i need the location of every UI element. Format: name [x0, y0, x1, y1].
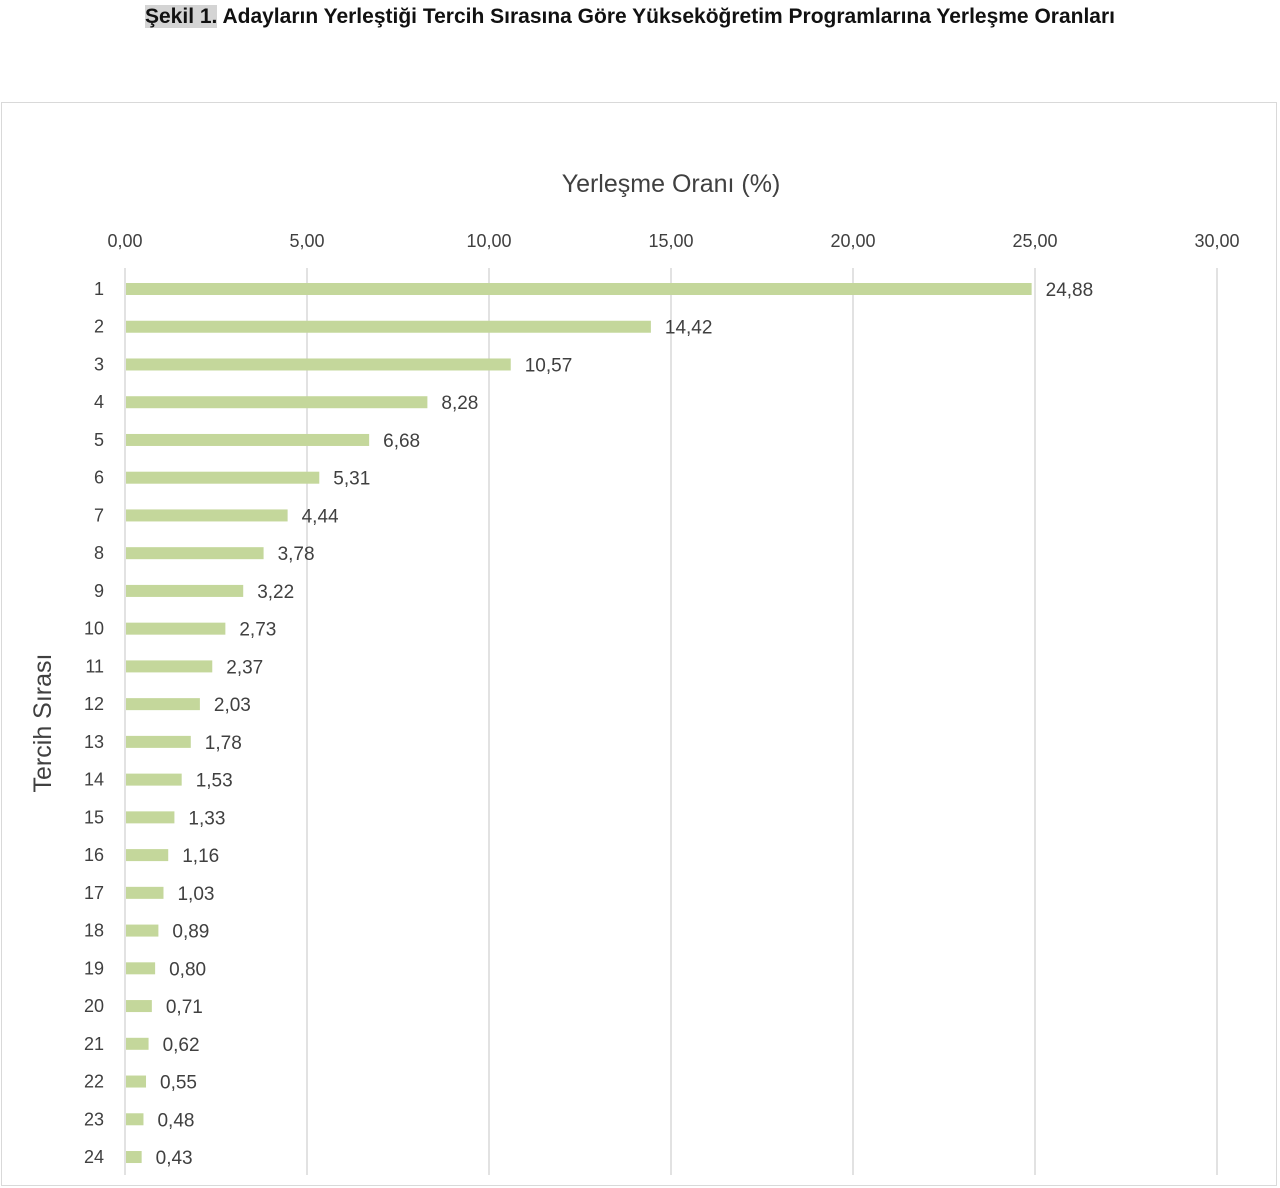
y-tick-label: 23 [84, 1109, 104, 1129]
y-tick-label: 5 [94, 430, 104, 450]
y-tick-label: 21 [84, 1034, 104, 1054]
figure-label: Şekil 1. [145, 5, 218, 28]
bar [126, 849, 169, 862]
data-label: 4,44 [302, 506, 339, 527]
bar [126, 811, 175, 824]
x-tick-label: 20,00 [830, 231, 875, 251]
y-tick-label: 14 [84, 770, 104, 790]
y-tick-label: 16 [84, 845, 104, 865]
bar [126, 622, 226, 635]
x-tick-label: 5,00 [289, 231, 324, 251]
data-label: 2,03 [214, 695, 251, 716]
bar [126, 1000, 152, 1013]
figure-caption: Adayların Yerleştiği Tercih Sırasına Gör… [222, 5, 1115, 28]
x-tick-label: 15,00 [648, 231, 693, 251]
y-tick-label: 10 [84, 619, 104, 639]
data-label: 0,55 [160, 1073, 197, 1094]
y-tick-label: 11 [85, 656, 104, 676]
x-tick-label: 30,00 [1194, 231, 1239, 251]
y-tick-label: 13 [84, 732, 104, 752]
data-label: 1,53 [196, 771, 233, 792]
data-label: 0,62 [163, 1035, 200, 1056]
y-tick-label: 9 [94, 581, 104, 601]
bar [126, 924, 159, 937]
bar [126, 396, 428, 409]
data-label: 5,31 [333, 469, 370, 490]
data-label: 10,57 [525, 355, 573, 376]
data-label: 14,42 [665, 318, 713, 339]
bar [126, 547, 264, 560]
y-axis-title: Tercih Sırası [29, 654, 57, 793]
data-label: 2,73 [239, 620, 276, 641]
data-label: 1,16 [182, 846, 219, 867]
y-tick-label: 4 [94, 392, 104, 412]
x-tick-label: 0,00 [107, 231, 142, 251]
data-label: 0,80 [169, 959, 206, 980]
y-tick-label: 1 [94, 279, 104, 299]
bar [126, 1113, 144, 1126]
data-label: 0,71 [166, 997, 203, 1018]
y-tick-label: 15 [84, 807, 104, 827]
bar [126, 735, 191, 748]
bar [126, 283, 1032, 295]
data-label: 0,48 [157, 1110, 194, 1131]
x-axis-title: Yerleşme Oranı (%) [562, 170, 781, 198]
data-label: 1,33 [188, 808, 225, 829]
bar [126, 698, 200, 711]
chart-frame [1, 102, 1277, 1186]
y-tick-label: 12 [84, 694, 104, 714]
bar [126, 433, 370, 446]
data-label: 3,78 [278, 544, 315, 565]
y-tick-label: 7 [94, 505, 104, 525]
y-tick-label: 22 [84, 1072, 104, 1092]
bar [126, 509, 288, 522]
data-label: 0,43 [156, 1148, 193, 1169]
y-tick-label: 17 [84, 883, 104, 903]
y-tick-label: 8 [94, 543, 104, 563]
y-tick-label: 18 [84, 921, 104, 941]
figure-title: Şekil 1. Adayların Yerleştiği Tercih Sır… [0, 5, 1260, 29]
data-label: 24,88 [1046, 280, 1094, 301]
data-label: 1,03 [177, 884, 214, 905]
bar [126, 471, 320, 484]
data-label: 1,78 [205, 733, 242, 754]
bar [126, 584, 244, 597]
x-tick-label: 25,00 [1012, 231, 1057, 251]
x-tick-label: 10,00 [466, 231, 511, 251]
data-label: 3,22 [257, 582, 294, 603]
bar [126, 773, 182, 786]
y-tick-label: 3 [94, 354, 104, 374]
bar [126, 886, 164, 899]
y-tick-label: 6 [94, 468, 104, 488]
bar [126, 320, 651, 333]
bar [126, 660, 213, 673]
bar [126, 1151, 142, 1164]
bar [126, 358, 511, 371]
data-label: 6,68 [383, 431, 420, 452]
y-tick-label: 24 [84, 1147, 104, 1167]
bar [126, 1075, 147, 1088]
y-tick-label: 2 [94, 317, 104, 337]
bar [126, 962, 156, 975]
y-tick-label: 20 [84, 996, 104, 1016]
y-tick-label: 19 [84, 958, 104, 978]
data-label: 0,89 [172, 922, 209, 943]
data-label: 2,37 [226, 657, 263, 678]
bar [126, 1037, 149, 1050]
data-label: 8,28 [441, 393, 478, 414]
